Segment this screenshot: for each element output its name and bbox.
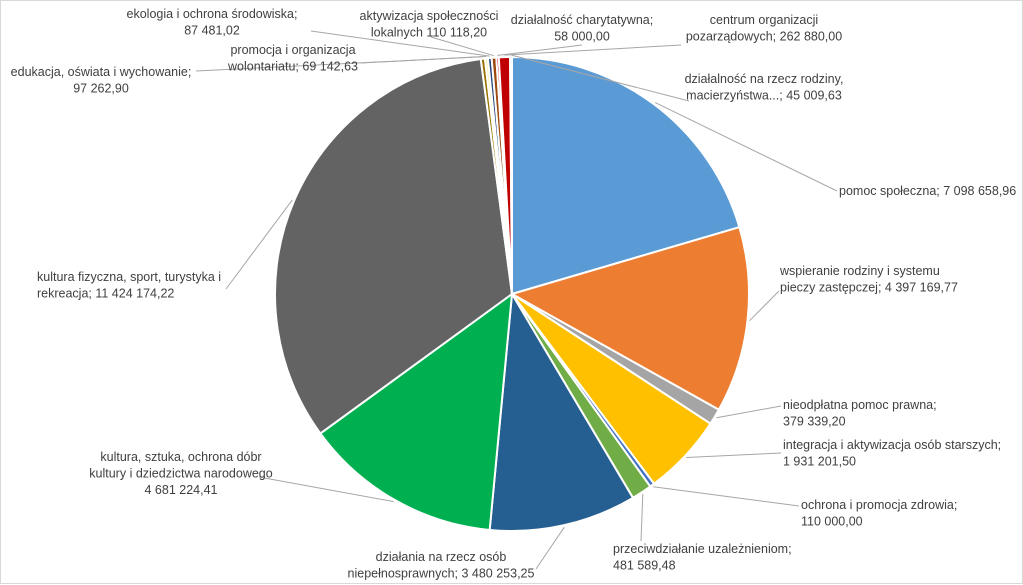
pie-slice-dzialalnosc-na-rzecz-rodziny-macierzynstwa — [509, 55, 513, 295]
leader-line-dzialalnosc-na-rzecz-rodziny-macierzynstwa — [510, 54, 690, 102]
data-label-line: 97 262,90 — [73, 82, 129, 96]
data-label-line: działania na rzecz osób — [376, 550, 507, 564]
data-label-line: kultury i dziedzictwa narodowego — [89, 467, 272, 481]
data-label-line: nieodpłatna pomoc prawna; — [783, 398, 937, 412]
data-label-line: 1 931 201,50 — [783, 455, 856, 469]
data-label-kultura-fizyczna-sport-turystyka-i-rekreacja: kultura fizyczna, sport, turystyka i rekr… — [37, 270, 221, 301]
data-label-line: przeciwdziałanie uzależnieniom; — [613, 542, 792, 556]
data-label-line: ochrona i promocja zdrowia; — [801, 498, 957, 512]
data-label-line: 481 589,48 — [613, 559, 676, 573]
data-label-line: aktywizacja społeczności — [360, 9, 499, 23]
data-label-line: macierzyństwa...; 45 009,63 — [686, 89, 842, 103]
data-label-line: działalność na rzecz rodziny, — [685, 72, 844, 86]
data-label-line: 4 681 224,41 — [145, 483, 218, 497]
data-label-ochrona-i-promocja-zdrowia: ochrona i promocja zdrowia; 110 000,00 — [801, 498, 957, 529]
data-label-line: niepełnosprawnych; 3 480 253,25 — [348, 567, 535, 581]
data-label-line: 379 339,20 — [783, 415, 846, 429]
leader-line-kultura-sztuka-ochrona-dobr-kultury-i-dziedzictwa-narodowego — [258, 476, 394, 503]
leader-line-ochrona-i-promocja-zdrowia — [653, 486, 800, 507]
data-labels: pomoc społeczna; 7 098 658,96 wspieranie … — [11, 7, 1017, 581]
data-label-line: pomoc społeczna; 7 098 658,96 — [839, 184, 1016, 198]
data-label-nieodplatna-pomoc-prawna: nieodpłatna pomoc prawna; 379 339,20 — [783, 398, 937, 429]
data-label-line: 58 000,00 — [554, 30, 610, 44]
data-label-line: 87 481,02 — [184, 24, 240, 38]
leader-line-promocja-i-organizacja-wolontariatu — [360, 55, 487, 64]
pie-slice-kultura-sztuka-ochrona-dobr-kultury-i-dziedzictwa-narodowego — [318, 291, 514, 532]
data-label-line: ekologia i ochrona środowiska; — [127, 7, 298, 21]
pie-slice-wspieranie-rodziny-i-systemu-pieczy-zastepczej — [509, 225, 750, 412]
data-label-line: centrum organizacji — [710, 13, 818, 27]
leader-line-przeciwdzialanie-uzaleznieniom — [640, 493, 644, 542]
data-label-line: wolontariatu; 69 142,63 — [227, 60, 358, 74]
data-label-line: rekreacja; 11 424 174,22 — [37, 287, 174, 301]
pie-slices — [274, 55, 750, 532]
leader-line-integracja-i-aktywizacja-osob-starszych — [686, 452, 782, 458]
data-label-line: lokalnych 110 118,20 — [371, 26, 487, 40]
data-label-integracja-i-aktywizacja-osob-starszych: integracja i aktywizacja osób starszych;… — [783, 438, 1001, 469]
leader-line-dzialania-na-rzecz-osob-niepelnosprawnych — [535, 526, 565, 570]
data-label-dzialania-na-rzecz-osob-niepelnosprawnych: działania na rzecz osób niepełnosprawnych… — [348, 550, 535, 581]
leader-line-wspieranie-rodziny-i-systemu-pieczy-zastepczej — [749, 290, 780, 322]
leader-line-nieodplatna-pomoc-prawna — [716, 405, 782, 419]
data-label-przeciwdzialanie-uzaleznieniom: przeciwdziałanie uzależnieniom; 481 589,4… — [613, 542, 792, 573]
data-label-line: edukacja, oświata i wychowanie; — [11, 65, 192, 79]
data-label-line: 110 000,00 — [801, 515, 863, 529]
data-label-line: kultura, sztuka, ochrona dóbr — [100, 450, 261, 464]
data-label-line: pieczy zastępczej; 4 397 169,77 — [780, 281, 958, 295]
data-label-wspieranie-rodziny-i-systemu-pieczy-zastepczej: wspieranie rodziny i systemu pieczy zastę… — [779, 264, 958, 295]
pie-slice-pomoc-spoleczna — [511, 55, 741, 296]
data-label-aktywizacja-spolecznosci-lokalnych: aktywizacja społeczności lokalnych 110 11… — [360, 9, 499, 40]
data-label-ekologia-i-ochrona-srodowiska: ekologia i ochrona środowiska; 87 481,02 — [127, 7, 298, 38]
pie-slice-dzialania-na-rzecz-osob-niepelnosprawnych — [488, 290, 635, 532]
pie-slice-kultura-fizyczna-sport-turystyka-i-rekreacja — [274, 57, 514, 435]
data-label-line: działalność charytatywna; — [511, 13, 653, 27]
data-label-promocja-i-organizacja-wolontariatu: promocja i organizacja wolontariatu; 69 1… — [227, 43, 358, 74]
data-label-line: pozarządowych; 262 880,00 — [686, 30, 842, 44]
leader-line-kultura-fizyczna-sport-turystyka-i-rekreacja — [225, 199, 293, 290]
data-label-line: wspieranie rodziny i systemu — [779, 264, 940, 278]
data-label-pomoc-spoleczna: pomoc społeczna; 7 098 658,96 — [839, 184, 1016, 198]
data-label-kultura-sztuka-ochrona-dobr-kultury-i-dziedzictwa-narodowego: kultura, sztuka, ochrona dóbr kultury i d… — [89, 450, 272, 497]
data-label-line: kultura fizyczna, sport, turystyka i — [37, 270, 221, 284]
leader-line-pomoc-spoleczna — [654, 102, 838, 192]
leader-line-aktywizacja-spolecznosci-lokalnych — [430, 36, 494, 57]
data-label-dzialalnosc-charytatywna: działalność charytatywna; 58 000,00 — [511, 13, 653, 44]
data-label-edukacja-oswiata-i-wychowanie: edukacja, oświata i wychowanie; 97 262,90 — [11, 65, 192, 96]
leader-lines — [195, 30, 838, 570]
data-label-line: integracja i aktywizacja osób starszych; — [783, 438, 1001, 452]
data-label-centrum-organizacji-pozarzadowych: centrum organizacji pozarządowych; 262 88… — [686, 13, 842, 44]
leader-line-centrum-organizacji-pozarzadowych — [504, 44, 682, 56]
leader-line-dzialalnosc-charytatywna — [497, 44, 583, 56]
data-label-line: promocja i organizacja — [230, 43, 355, 57]
leader-line-ekologia-i-ochrona-srodowiska — [310, 30, 490, 57]
data-label-dzialalnosc-na-rzecz-rodziny-macierzynstwa: działalność na rzecz rodziny, macierzyńst… — [685, 72, 844, 103]
